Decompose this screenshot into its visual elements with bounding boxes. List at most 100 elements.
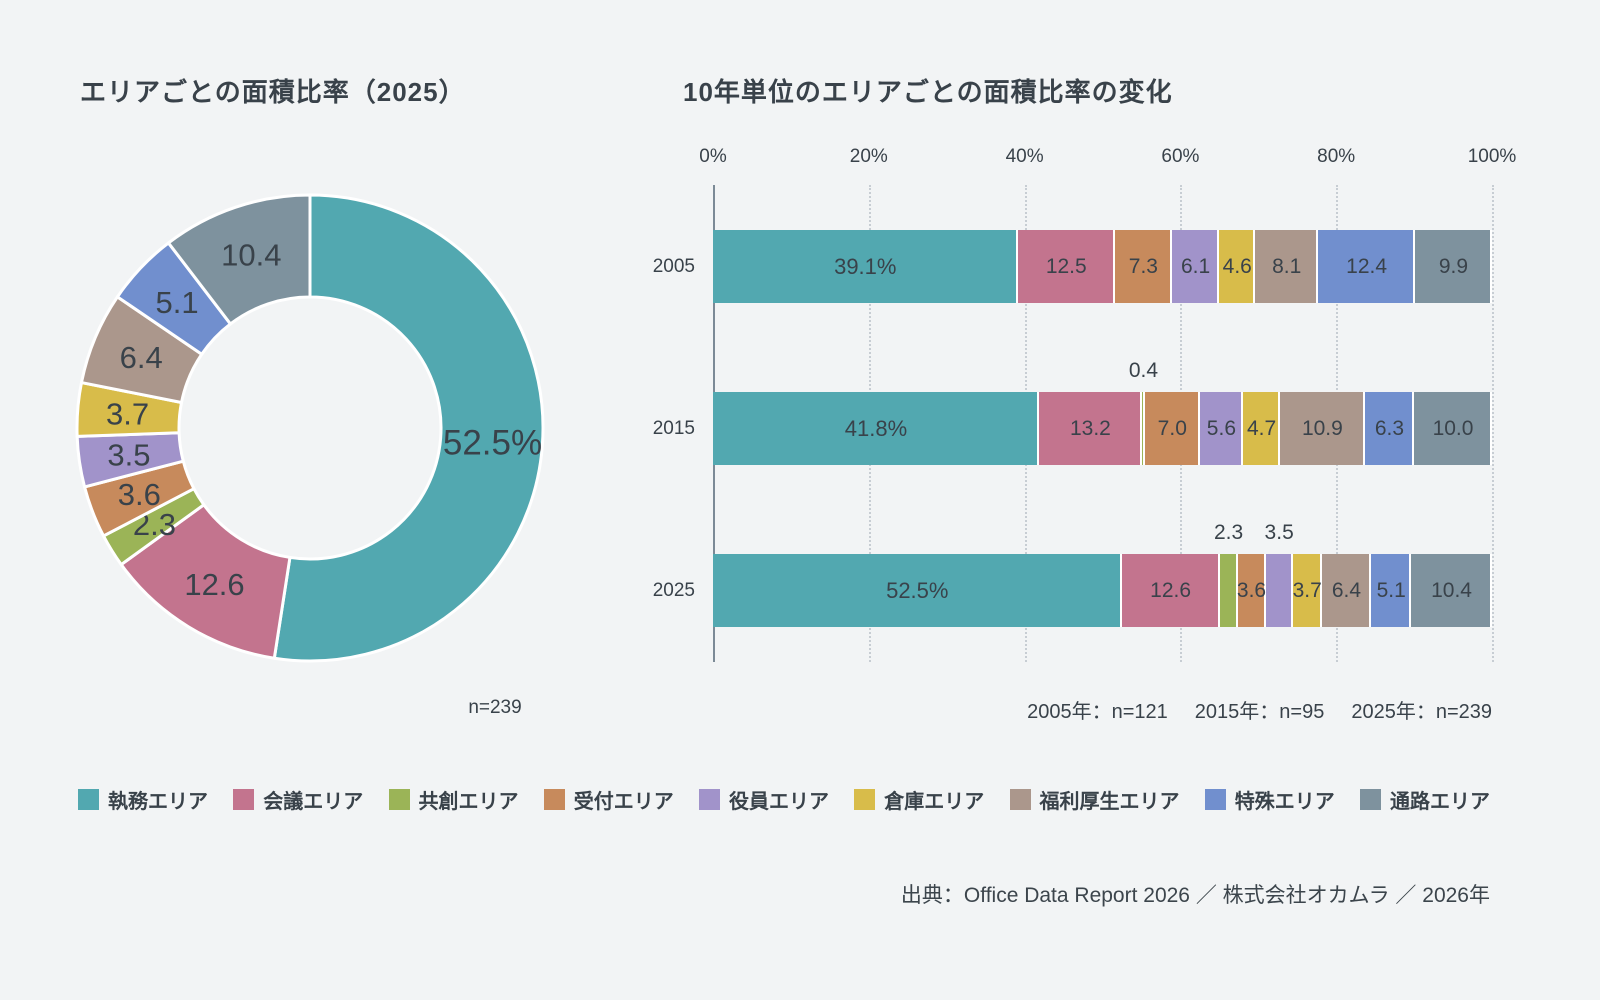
bar-segment-label: 12.5 bbox=[1045, 254, 1087, 278]
legend-item-執務エリア: 執務エリア bbox=[78, 785, 208, 814]
bar-segment-label: 3.6 bbox=[1236, 578, 1267, 602]
bar-segment-label: 7.0 bbox=[1157, 416, 1187, 440]
legend-label: 受付エリア bbox=[573, 791, 674, 813]
bar-segment-label: 5.6 bbox=[1206, 416, 1237, 440]
bar-segment-役員エリア bbox=[1199, 392, 1244, 465]
bar-segment-label: 3.5 bbox=[1264, 521, 1294, 544]
legend-label: 倉庫エリア bbox=[884, 791, 985, 813]
bar-segment-執務エリア bbox=[713, 392, 1039, 465]
bar-segment-執務エリア bbox=[713, 230, 1018, 303]
bar-segment-label: 10.4 bbox=[1431, 578, 1472, 602]
bar-row-2005: 2005 39.1% 12.5 7.3 6.1 4.6 8.1 12.4 9.9 bbox=[653, 230, 1492, 303]
donut-segment-通路エリア bbox=[166, 193, 312, 326]
bar-segment-label: 4.7 bbox=[1246, 416, 1277, 440]
legend-label: 通路エリア bbox=[1390, 791, 1490, 813]
bar-segment-label: 2.3 bbox=[1213, 521, 1244, 544]
bar-segment-役員エリア bbox=[1265, 554, 1293, 627]
bar-segment-label: 13.2 bbox=[1069, 416, 1111, 440]
legend-item-役員エリア: 役員エリア bbox=[699, 785, 829, 814]
bar-segment-倉庫エリア bbox=[1219, 230, 1256, 303]
donut-segment-執務エリア bbox=[272, 193, 545, 663]
bar-segment-特殊エリア bbox=[1371, 554, 1412, 627]
bar-segment-label: 7.3 bbox=[1128, 254, 1158, 278]
bar-segment-特殊エリア bbox=[1318, 230, 1415, 303]
axis-tick-label: 40% bbox=[1005, 146, 1044, 167]
bar-segment-label: 39.1% bbox=[834, 253, 897, 279]
donut-segment-label: 52.5% bbox=[443, 423, 542, 462]
legend-item-通路エリア: 通路エリア bbox=[1360, 785, 1490, 814]
bar-segment-共創エリア bbox=[1141, 392, 1145, 465]
legend-label: 執務エリア bbox=[108, 791, 208, 813]
bar-segment-受付エリア bbox=[1144, 392, 1200, 465]
legend-label: 特殊エリア bbox=[1234, 791, 1335, 813]
legend-label: 会議エリア bbox=[263, 791, 364, 813]
donut-segment-label: 3.6 bbox=[118, 477, 161, 512]
source-citation: 出典：Office Data Report 2026 ／ 株式会社オカムラ ／ … bbox=[900, 884, 1490, 907]
legend-swatch-icon bbox=[699, 789, 720, 810]
bar-chart-x-axis: 0% 20% 40% 60% 80% 100% bbox=[699, 146, 1516, 170]
bar-segment-福利厚生エリア bbox=[1255, 230, 1319, 303]
bar-segment-label: 12.4 bbox=[1346, 254, 1388, 278]
bar-segment-label: 8.1 bbox=[1272, 254, 1302, 278]
donut-chart-title: エリアごとの面積比率（2025） bbox=[80, 77, 466, 107]
donut-segment-label: 10.4 bbox=[221, 238, 281, 273]
axis-tick-label: 20% bbox=[849, 146, 888, 167]
legend-item-福利厚生エリア: 福利厚生エリア bbox=[1009, 785, 1180, 814]
bar-chart-title: 10年単位のエリアごとの面積比率の変化 bbox=[683, 77, 1173, 107]
bar-segment-倉庫エリア bbox=[1292, 554, 1322, 627]
bar-segment-label: 3.7 bbox=[1292, 578, 1322, 602]
legend-item-受付エリア: 受付エリア bbox=[543, 785, 674, 814]
year-label: 2015 bbox=[652, 418, 695, 439]
bar-segment-受付エリア bbox=[1237, 554, 1266, 627]
donut-segment-label: 5.1 bbox=[156, 285, 199, 320]
legend-swatch-icon bbox=[78, 789, 99, 810]
bar-segment-通路エリア bbox=[1414, 230, 1492, 303]
legend-item-共創エリア: 共創エリア bbox=[388, 785, 519, 814]
bar-segment-label: 5.1 bbox=[1376, 578, 1406, 602]
bar-segment-会議エリア bbox=[1038, 392, 1142, 465]
legend-swatch-icon bbox=[1204, 789, 1226, 810]
bar-segment-役員エリア bbox=[1171, 230, 1220, 303]
legend-swatch-icon bbox=[1360, 789, 1381, 810]
donut-sample-size-label: n=239 bbox=[468, 697, 522, 718]
bar-segment-label: 0.4 bbox=[1128, 359, 1159, 382]
legend-label: 福利厚生エリア bbox=[1039, 791, 1180, 813]
bar-segment-通路エリア bbox=[1411, 554, 1492, 627]
bar-segment-label: 12.6 bbox=[1150, 578, 1192, 602]
sample-size-note: 2005年：n=121 bbox=[1027, 701, 1168, 723]
bar-segment-会議エリア bbox=[1121, 554, 1220, 627]
sample-size-note: 2015年：n=95 bbox=[1194, 701, 1325, 723]
bar-segment-label: 6.4 bbox=[1331, 578, 1362, 602]
donut-segment-label: 3.7 bbox=[106, 396, 149, 431]
donut-segment-label: 6.4 bbox=[120, 340, 163, 375]
stacked-bar-chart: 2005 39.1% 12.5 7.3 6.1 4.6 8.1 12.4 9.9 2015 41.8… bbox=[653, 185, 1494, 662]
bar-chart-sample-sizes: 2005年：n=121 2015年：n=95 2025年：n=239 bbox=[1027, 695, 1492, 724]
bar-segment-label: 4.6 bbox=[1222, 254, 1252, 278]
bar-segment-label: 52.5% bbox=[886, 577, 949, 603]
donut-segment-label: 12.6 bbox=[184, 567, 244, 602]
axis-tick-label: 60% bbox=[1161, 146, 1200, 167]
year-label: 2005 bbox=[652, 256, 695, 277]
bar-segment-通路エリア bbox=[1414, 392, 1492, 465]
legend-swatch-icon bbox=[388, 789, 410, 810]
bar-segment-label: 10.9 bbox=[1301, 416, 1343, 440]
legend-item-会議エリア: 会議エリア bbox=[233, 785, 363, 814]
bar-segment-会議エリア bbox=[1017, 230, 1115, 303]
donut-chart: 52.5%12.62.33.63.53.76.45.110.4 bbox=[75, 193, 545, 663]
bar-segment-label: 6.1 bbox=[1180, 254, 1211, 278]
legend-swatch-icon bbox=[854, 789, 876, 810]
bar-segment-受付エリア bbox=[1114, 230, 1172, 303]
donut-segment-label: 3.5 bbox=[107, 437, 150, 472]
legend-item-特殊エリア: 特殊エリア bbox=[1204, 785, 1335, 814]
legend-swatch-icon bbox=[233, 789, 255, 810]
axis-tick-label: 80% bbox=[1317, 146, 1356, 167]
bar-segment-福利厚生エリア bbox=[1279, 392, 1365, 465]
axis-tick-label: 0% bbox=[699, 146, 727, 167]
sample-size-note: 2025年：n=239 bbox=[1351, 701, 1492, 723]
year-label: 2025 bbox=[652, 580, 695, 601]
bar-segment-特殊エリア bbox=[1364, 392, 1415, 465]
bar-row-2015: 2015 41.8% 13.2 0.4 7.0 5.6 4.7 10.9 6.3 10.0 bbox=[653, 359, 1492, 465]
bar-segment-label: 41.8% bbox=[844, 415, 908, 441]
legend-label: 役員エリア bbox=[729, 791, 829, 813]
